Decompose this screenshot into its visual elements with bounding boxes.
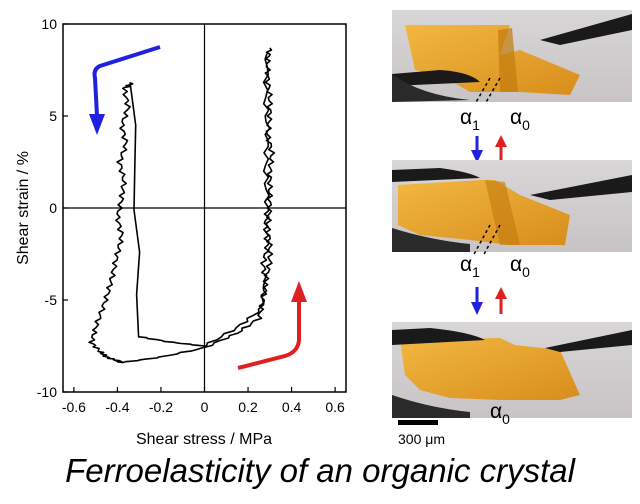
y-tick-label: 5 [49,108,57,124]
x-tick-label: 0.2 [238,399,258,415]
y-tick-label: -10 [37,384,57,400]
strain-stress-chart: -0.6 -0.4 -0.2 0 0.2 0.4 0.6 -10 -5 0 5 10 Shear st… [15,16,347,448]
y-axis-label: Shear strain / % [15,151,32,265]
y-tick-label: 0 [49,200,57,216]
photo-panel-2 [392,160,632,257]
x-tick-label: -0.4 [105,399,129,415]
figure-caption: Ferroelasticity of an organic crystal [65,452,575,489]
photo-panel-1 [392,10,632,105]
panel2-alpha1-label: α1 [460,253,480,280]
x-tick-label: -0.2 [149,399,173,415]
tick-labels: -0.6 -0.4 -0.2 0 0.2 0.4 0.6 -10 -5 0 5 10 [37,16,345,415]
y-tick-label: 10 [41,16,57,32]
x-tick-label: -0.6 [62,399,86,415]
red-direction-arrow [237,281,307,370]
x-tick-label: 0.4 [282,399,302,415]
blue-direction-arrow [89,45,161,135]
panel1-alpha0-label: α0 [510,106,530,133]
photo-panel-3 [392,322,632,418]
scale-bar [398,420,438,425]
panel2-alpha0-label: α0 [510,253,530,280]
panel1-alpha1-label: α1 [460,106,480,133]
y-tick-label: -5 [45,292,58,308]
tick-marks [63,23,336,393]
x-tick-label: 0.6 [325,399,345,415]
transition-arrows-2 [471,287,507,315]
x-tick-label: 0 [201,399,209,415]
panel3-alpha0-label: α0 [490,400,510,427]
x-axis-label: Shear stress / MPa [136,431,272,448]
series-line-hysteresis [88,47,276,364]
transition-arrows-1 [471,135,507,163]
scale-bar-label: 300 μm [398,431,445,447]
